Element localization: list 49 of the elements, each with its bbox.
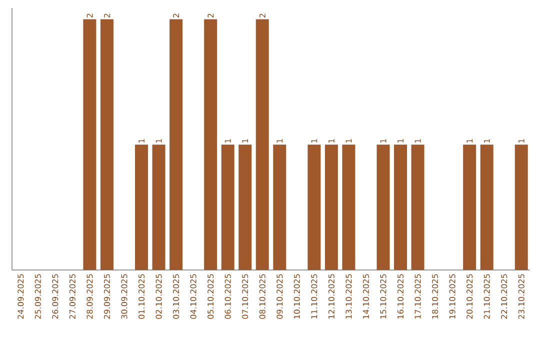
data-label: 2 (259, 14, 266, 18)
data-label: 2 (208, 14, 214, 18)
x-tick-label: 11.10.2025 (311, 274, 318, 318)
x-tick-label: 15.10.2025 (380, 274, 386, 318)
data-label: 1 (380, 139, 386, 143)
data-label: 1 (156, 139, 162, 143)
x-tick-label: 12.10.2025 (328, 274, 334, 318)
data-label: 1 (138, 139, 144, 143)
x-tick-label: 16.10.2025 (397, 274, 404, 318)
data-label: 1 (398, 139, 404, 143)
data-label: 2 (104, 14, 110, 18)
x-tick-label: 21.10.2025 (484, 274, 490, 319)
x-tick-label: 06.10.2025 (224, 274, 231, 319)
x-tick-label: 19.10.2025 (449, 274, 456, 318)
x-tick-label: 09.10.2025 (276, 274, 283, 319)
x-tick-label: 04.10.2025 (190, 274, 196, 319)
x-tick-label: 30.09.2025 (121, 274, 128, 319)
x-tick-label: 05.10.2025 (208, 274, 214, 319)
data-label: 1 (484, 139, 490, 143)
x-tick-label: 22.10.2025 (501, 274, 508, 319)
data-label: 2 (173, 14, 180, 18)
x-tick-label: 18.10.2025 (432, 274, 438, 318)
x-tick-label: 20.10.2025 (466, 274, 473, 319)
x-tick-label: 23.10.2025 (518, 274, 524, 319)
data-label: 2 (86, 14, 93, 18)
data-label: 1 (311, 139, 318, 143)
x-tick-label: 29.09.2025 (104, 274, 110, 319)
x-tick-label: 28.09.2025 (86, 274, 93, 319)
x-tick-label: 08.10.2025 (259, 274, 266, 319)
x-tick-label: 01.10.2025 (138, 274, 145, 319)
x-tick-label: 14.10.2025 (362, 274, 369, 318)
data-label: 1 (224, 139, 231, 143)
data-label: 1 (518, 139, 524, 143)
data-label: 1 (328, 139, 334, 143)
data-label: 1 (276, 139, 283, 143)
data-label: 1 (242, 139, 248, 143)
data-label: 1 (346, 139, 352, 143)
x-tick-label: 07.10.2025 (242, 274, 248, 319)
data-label: 1 (414, 139, 421, 143)
x-tick-label: 10.10.2025 (294, 274, 300, 318)
data-label: 1 (466, 139, 472, 143)
x-tick-label: 24.09.2025 (18, 274, 24, 319)
x-tick-label: 25.09.2025 (34, 274, 41, 319)
x-tick-label: 26.09.2025 (52, 274, 58, 319)
x-tick-label: 13.10.2025 (346, 274, 352, 318)
x-tick-label: 17.10.2025 (414, 274, 421, 318)
x-tick-label: 02.10.2025 (156, 274, 162, 319)
x-tick-label: 27.09.2025 (69, 274, 76, 319)
x-tick-label: 03.10.2025 (173, 274, 180, 319)
